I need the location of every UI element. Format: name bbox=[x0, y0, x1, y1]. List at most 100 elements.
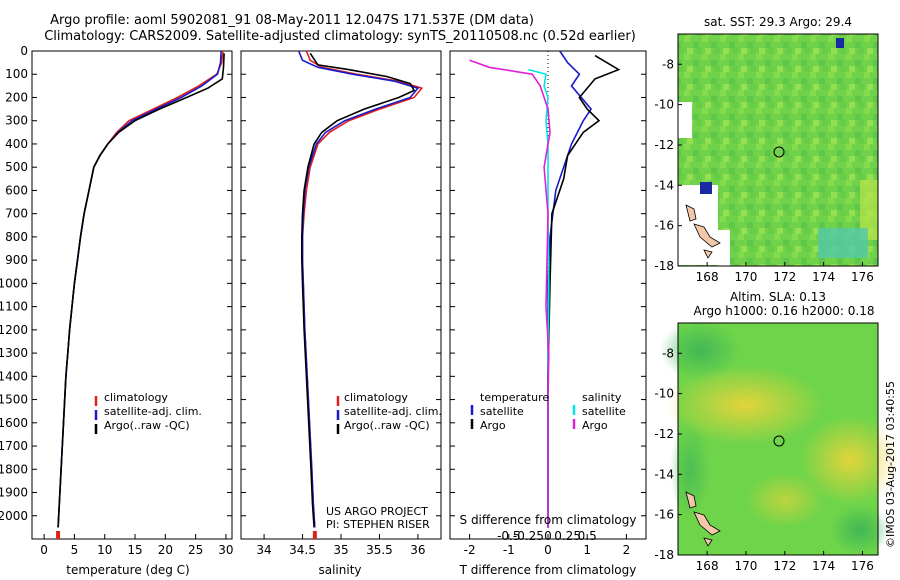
map-y-tick-label: -18 bbox=[654, 259, 674, 273]
map-x-tick-label: 172 bbox=[773, 270, 796, 284]
sla-map-subtitle: Argo h1000: 0.16 h2000: 0.18 bbox=[693, 304, 875, 318]
y-tick-label: 0 bbox=[20, 44, 28, 58]
y-tick-label: 1400 bbox=[0, 369, 28, 383]
sla-map bbox=[660, 320, 900, 556]
y-tick-label: 1500 bbox=[0, 393, 28, 407]
series-line-s-argo bbox=[469, 59, 551, 528]
series-line-argo-raw-qc- bbox=[57, 53, 225, 528]
sst-map-cloud-patch bbox=[718, 230, 730, 266]
sla-map-title: Altim. SLA: 0.13 bbox=[729, 290, 827, 304]
map-y-tick-label: -8 bbox=[662, 346, 674, 360]
argo-location-marker bbox=[773, 435, 785, 447]
map-x-tick-label: 174 bbox=[812, 270, 835, 284]
y-tick-label: 100 bbox=[5, 67, 28, 81]
sla-map-high-anomaly bbox=[665, 365, 825, 445]
y-tick-label: 300 bbox=[5, 114, 28, 128]
x-tick-label: 0 bbox=[40, 543, 48, 557]
sst-map-cold-pixel bbox=[836, 38, 844, 48]
x-tick-label: 5 bbox=[71, 543, 79, 557]
x-tick-label: 36 bbox=[410, 543, 425, 557]
sla-map-low-anomaly bbox=[660, 320, 740, 380]
map-y-tick-label: -16 bbox=[654, 508, 674, 522]
x-tick-label: -2 bbox=[464, 543, 476, 557]
pi-credit: PI: STEPHEN RISER bbox=[326, 518, 430, 531]
y-tick-label: 1300 bbox=[0, 346, 28, 360]
map-y-tick-label: -18 bbox=[654, 548, 674, 562]
y-tick-label: 1100 bbox=[0, 300, 28, 314]
s-tick-label: -0.5 bbox=[497, 529, 520, 543]
temp-legend-climatology: climatology bbox=[104, 391, 168, 404]
sst-map-warm-patch bbox=[860, 180, 878, 240]
sal-legend-satellite: satellite-adj. clim. bbox=[344, 405, 442, 418]
sst-map-cold-pixel bbox=[700, 182, 712, 194]
map-x-tick-label: 172 bbox=[773, 559, 796, 573]
x-tick-label: 15 bbox=[127, 543, 142, 557]
y-tick-label: 200 bbox=[5, 90, 28, 104]
map-axes: 168 170 172 174 176 -8 -10 -12 -14 -16 -18 168 170 17… bbox=[654, 57, 874, 573]
sal-legend-climatology: climatology bbox=[344, 391, 408, 404]
map-x-tick-label: 176 bbox=[851, 270, 874, 284]
series-line-argo-raw-qc- bbox=[300, 52, 416, 528]
map-x-tick-label: 176 bbox=[851, 559, 874, 573]
y-tick-label: 900 bbox=[5, 253, 28, 267]
x-tick-label: 30 bbox=[218, 543, 233, 557]
map-y-tick-label: -8 bbox=[662, 57, 674, 71]
sst-map-cool-patch bbox=[818, 228, 868, 258]
bottom-marker bbox=[312, 531, 317, 539]
difference-plot: -2 -1 0 1 2 -0.5-0.25 0 0.250.5 bbox=[450, 50, 646, 557]
y-tick-label: 1200 bbox=[0, 323, 28, 337]
series-line-t-argo bbox=[547, 54, 621, 528]
bottom-marker bbox=[56, 531, 61, 539]
s-tick-label: -0.25 bbox=[513, 529, 544, 543]
x-tick-label: 25 bbox=[188, 543, 203, 557]
y-tick-label: 1900 bbox=[0, 486, 28, 500]
sla-map-frame bbox=[677, 322, 879, 556]
map-x-tick-label: 170 bbox=[735, 270, 758, 284]
sst-map-frame bbox=[677, 33, 879, 267]
y-tick-label: 1000 bbox=[0, 276, 28, 290]
sla-map-land bbox=[685, 491, 721, 547]
s-tick-label: 0 bbox=[544, 529, 552, 543]
figure-title-line1: Argo profile: aoml 5902081_91 08-May-201… bbox=[50, 13, 534, 28]
map-x-tick-label: 168 bbox=[696, 559, 719, 573]
project-credit: US ARGO PROJECT bbox=[326, 505, 428, 518]
sla-map-high-anomaly bbox=[800, 415, 900, 505]
map-y-tick-label: -14 bbox=[654, 467, 674, 481]
temperature-plot: 0 5 10 15 20 25 300100200300400500600700800900… bbox=[0, 44, 234, 557]
map-y-tick-label: -10 bbox=[654, 387, 674, 401]
diff-legend-salinity-title: salinity bbox=[582, 391, 622, 404]
difference-xlabel-s: S difference from climatology bbox=[459, 513, 637, 527]
temp-legend-satellite: satellite-adj. clim. bbox=[104, 405, 202, 418]
y-tick-label: 500 bbox=[5, 160, 28, 174]
y-tick-label: 1800 bbox=[0, 462, 28, 476]
map-x-tick-label: 168 bbox=[696, 270, 719, 284]
temp-legend-argo: Argo(..raw -QC) bbox=[104, 419, 190, 432]
sst-map-land bbox=[685, 204, 721, 259]
sst-map-title: sat. SST: 29.3 Argo: 29.4 bbox=[703, 15, 853, 29]
y-tick-label: 1600 bbox=[0, 416, 28, 430]
x-tick-label: 35.5 bbox=[366, 543, 393, 557]
map-y-tick-label: -12 bbox=[654, 138, 674, 152]
sst-map-cloud-patch bbox=[678, 102, 692, 138]
salinity-xlabel: salinity bbox=[318, 563, 362, 577]
x-tick-label: 35 bbox=[333, 543, 348, 557]
sst-map bbox=[677, 33, 879, 267]
diff-legend-t-satellite: satellite bbox=[480, 405, 524, 418]
x-tick-label: 20 bbox=[158, 543, 173, 557]
temperature-panel-frame bbox=[31, 50, 233, 540]
sal-legend-argo: Argo(..raw -QC) bbox=[344, 419, 430, 432]
x-tick-label: 1 bbox=[583, 543, 591, 557]
diff-legend-s-argo: Argo bbox=[582, 419, 608, 432]
y-tick-label: 700 bbox=[5, 207, 28, 221]
s-tick-label: 0.25 bbox=[554, 529, 581, 543]
map-y-tick-label: -16 bbox=[654, 219, 674, 233]
y-tick-label: 400 bbox=[5, 137, 28, 151]
x-tick-label: 34 bbox=[256, 543, 271, 557]
s-tick-label: 0.5 bbox=[578, 529, 597, 543]
y-tick-label: 800 bbox=[5, 230, 28, 244]
figure-title-line2: Climatology: CARS2009. Satellite-adjuste… bbox=[44, 29, 636, 44]
diff-legend-s-satellite: satellite bbox=[582, 405, 626, 418]
difference-xlabel-t: T difference from climatology bbox=[459, 563, 637, 577]
map-y-tick-label: -12 bbox=[654, 427, 674, 441]
diff-legend-temperature-title: temperature bbox=[480, 391, 550, 404]
